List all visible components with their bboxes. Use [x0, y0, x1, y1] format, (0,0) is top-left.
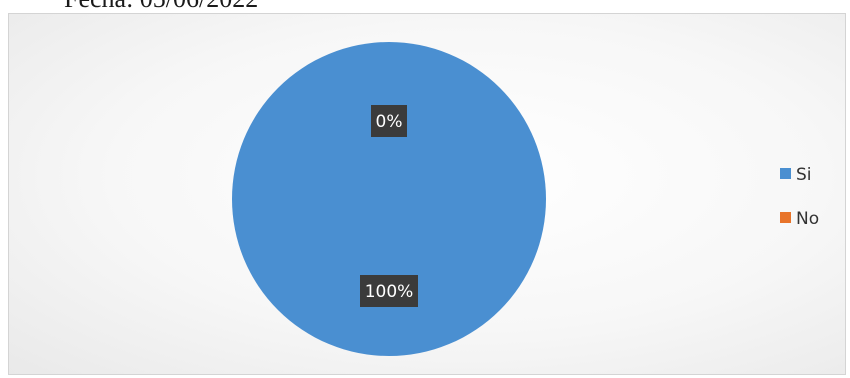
pie-slices	[232, 42, 546, 356]
legend-swatch-si	[780, 168, 791, 179]
chart-legend: Si No	[780, 165, 819, 229]
data-label-box	[371, 105, 407, 137]
chart-area: 100% 0% Si No	[8, 13, 846, 375]
legend-item-si: Si	[780, 165, 812, 185]
legend-label-si: Si	[796, 165, 812, 185]
data-label-text: 100%	[365, 282, 414, 302]
data-label-box	[360, 275, 418, 307]
data-label-text: 0%	[376, 112, 403, 132]
pie-chart: 100% 0% Si No	[232, 42, 819, 356]
data-label-si: 100%	[360, 275, 418, 307]
legend-swatch-no	[780, 212, 791, 223]
pie-slice-si	[232, 42, 546, 356]
data-label-no: 0%	[371, 105, 407, 137]
legend-label-no: No	[796, 209, 819, 229]
data-labels: 100% 0%	[360, 105, 418, 307]
date-header: Fecha: 05/06/2022	[64, 0, 258, 14]
legend-item-no: No	[780, 209, 819, 229]
